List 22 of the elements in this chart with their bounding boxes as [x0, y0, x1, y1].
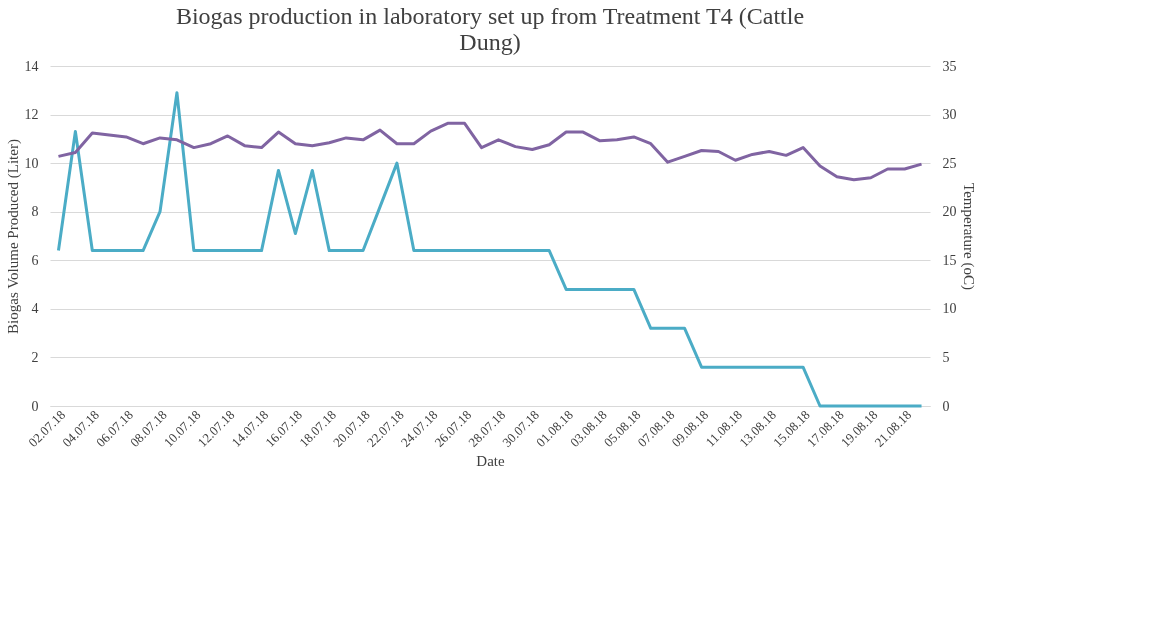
y2-tick-label: 20 [942, 204, 957, 220]
y2-tick-label: 15 [942, 252, 957, 268]
y-tick-label: 4 [31, 301, 39, 317]
y2-tick-label: 0 [942, 398, 950, 414]
y2-tick-label: 25 [942, 155, 957, 171]
y2-tick-label: 5 [942, 349, 950, 365]
y-tick-label: 14 [24, 58, 39, 74]
y-tick-label: 6 [31, 252, 39, 268]
y-tick-label: 10 [24, 155, 39, 171]
y2-tick-label: 10 [942, 301, 957, 317]
line-series [56, 121, 924, 182]
y2-axis-title: Temperature (oC) [959, 183, 977, 290]
y-axis-title: Biogas Volume Produced (Liter) [4, 139, 22, 334]
y-tick-label: 2 [31, 349, 39, 365]
y2-tick-label: 35 [942, 58, 957, 74]
x-axis-title: Date [476, 452, 505, 469]
y2-tick-label: 30 [942, 107, 957, 123]
chart-title: Biogas production in laboratory set up from Treatment T4 (Cattle Dung) [175, 3, 805, 55]
line-series [56, 91, 924, 408]
y-tick-label: 12 [24, 107, 39, 123]
y-tick-label: 8 [31, 204, 39, 220]
y-tick-label: 0 [31, 398, 39, 414]
